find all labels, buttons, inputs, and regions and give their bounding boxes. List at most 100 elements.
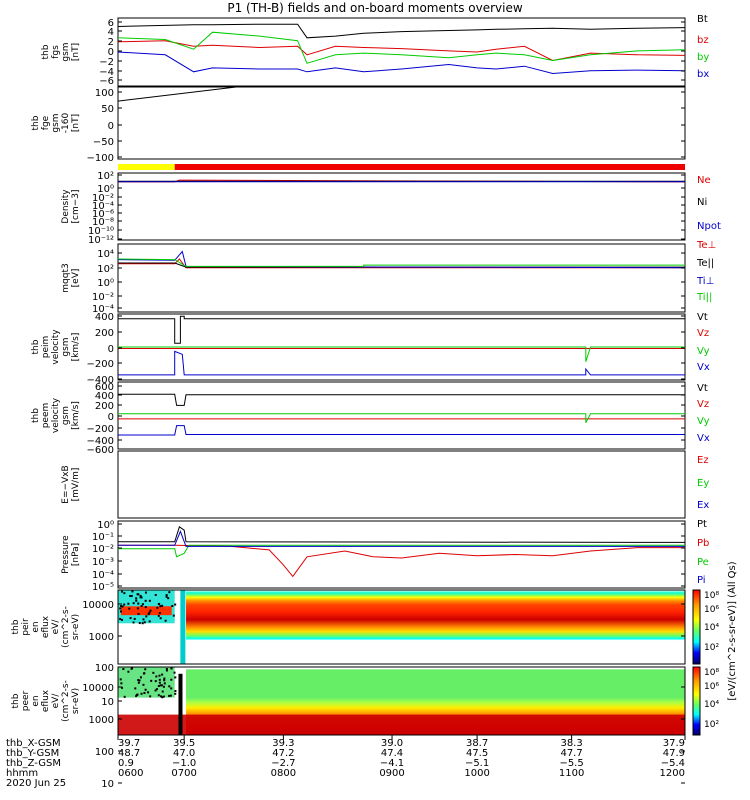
spectrogram-speckle [144, 688, 147, 691]
y-axis-label: en [31, 695, 41, 706]
y-axis-label: en [31, 621, 41, 632]
spectrogram-burst [180, 590, 186, 664]
spectrogram-speckle [137, 602, 140, 605]
series-line [117, 86, 237, 102]
colorbar-title: [eV/(cm^2-s-sr-eV)] (All Qs) [727, 561, 738, 700]
panel-frame [117, 666, 686, 736]
y-axis-label: peer [21, 690, 31, 711]
spectrogram-speckle [140, 605, 143, 608]
series-line [118, 525, 686, 543]
footer-value: 1100 [559, 768, 584, 779]
spectrogram-speckle [136, 607, 139, 610]
spectrogram-speckle [132, 602, 135, 605]
legend-entry: Ne [697, 175, 711, 186]
y-tick-label: 10⁻⁴ [92, 570, 114, 581]
spectrogram-speckle [158, 612, 161, 615]
footer-value: 0.9 [118, 758, 134, 769]
footer-value: 47.4 [381, 748, 403, 759]
y-tick-label: 10⁻² [92, 544, 114, 555]
footer-value: −5.1 [465, 758, 489, 769]
spectrogram-speckle [162, 695, 165, 698]
spectrogram-speckle [161, 604, 164, 607]
y-tick-label: 100 [95, 747, 114, 758]
spectrogram-speckle [119, 610, 122, 613]
spectrogram-speckle [161, 673, 164, 676]
y-axis-label: peim [41, 336, 51, 359]
spectrogram-speckle [157, 684, 160, 687]
spectrogram-speckle [154, 680, 157, 683]
legend-entry: Te⊥ [696, 240, 716, 251]
colorbar-tick-label: 10² [704, 720, 719, 730]
y-axis-label: fge [41, 115, 51, 130]
flag-segment [174, 164, 685, 170]
spectrogram-speckle [131, 590, 134, 593]
spectrogram-speckle [143, 621, 146, 624]
y-axis-label: gsm [51, 113, 61, 132]
spectrogram-speckle [120, 682, 123, 685]
panel-frame [117, 243, 686, 313]
spectrogram-speckle [170, 667, 173, 670]
y-axis-label: [km/s] [71, 401, 81, 430]
y-tick-label: 10⁻⁴ [92, 201, 114, 212]
footer-value: 48.7 [118, 748, 140, 759]
legend-entry: Pi [697, 575, 706, 586]
y-axis-label: mqqt3 [61, 263, 71, 292]
y-tick-label: 10⁻⁴ [92, 304, 114, 315]
spectrogram-speckle [119, 617, 122, 620]
legend-entry: Vz [697, 399, 709, 410]
y-tick-label: 10² [97, 171, 114, 182]
y-tick-label: −600 [87, 445, 114, 456]
y-tick-label: 10⁻¹ [92, 532, 114, 543]
series-line [118, 425, 685, 436]
footer-value: 39.3 [272, 738, 294, 749]
spectrogram-speckle [130, 594, 133, 597]
spectrogram-speckle [147, 691, 150, 694]
y-axis-label: gsm [61, 337, 71, 356]
spectrogram-speckle [137, 681, 140, 684]
spectrogram-speckle [148, 599, 151, 602]
spectrogram-speckle [168, 694, 171, 697]
y-axis-label: [mV/m] [71, 468, 81, 502]
colorbar-tick-label: 10⁶ [704, 682, 719, 692]
footer-row-label: thb_X-GSM [6, 738, 61, 749]
y-tick-label: −200 [87, 359, 114, 370]
y-tick-label: 10 [101, 697, 114, 708]
footer-value: 0900 [379, 768, 404, 779]
y-tick-label: −400 [87, 375, 114, 386]
y-tick-label: 10⁰ [97, 278, 114, 289]
spectrogram-speckle [165, 669, 168, 672]
spectrogram-speckle [174, 690, 177, 693]
footer-row-label: hhmm [6, 768, 38, 779]
y-tick-label: −6 [99, 76, 114, 87]
series-line [118, 346, 685, 362]
spectrogram-speckle [140, 692, 143, 695]
y-tick-label: 0 [108, 47, 114, 58]
footer-value: 1000 [464, 768, 489, 779]
series-line [117, 51, 686, 75]
spectrogram-speckle [134, 687, 137, 690]
y-axis-label: [nPa] [71, 543, 81, 566]
colorbar-tick-label: 10² [704, 643, 719, 653]
spectrogram-speckle [135, 597, 138, 600]
footer-ephemeris [117, 735, 686, 740]
spectrogram-speckle [129, 617, 132, 620]
colorbar [692, 589, 701, 665]
legend-entry: Vt [697, 383, 708, 394]
panel-frame [117, 520, 686, 589]
footer-value: 47.5 [466, 748, 488, 759]
spectrogram-speckle [168, 685, 171, 688]
panel-frame [117, 172, 686, 241]
spectrogram-speckle [121, 605, 124, 608]
y-tick-label: 10⁻⁵ [92, 582, 114, 593]
spectrogram-speckle [147, 613, 150, 616]
y-axis-label: Density [61, 189, 71, 224]
y-tick-label: 10⁻² [92, 193, 114, 204]
spectrogram-speckle [159, 684, 162, 687]
spectrogram-gap [178, 673, 183, 735]
spectrogram-speckle [144, 606, 147, 609]
spectrogram-speckle [168, 591, 171, 594]
spectrogram-speckle [165, 668, 168, 671]
y-tick-label: 10⁻² [92, 292, 114, 303]
footer-value: 47.0 [173, 748, 195, 759]
